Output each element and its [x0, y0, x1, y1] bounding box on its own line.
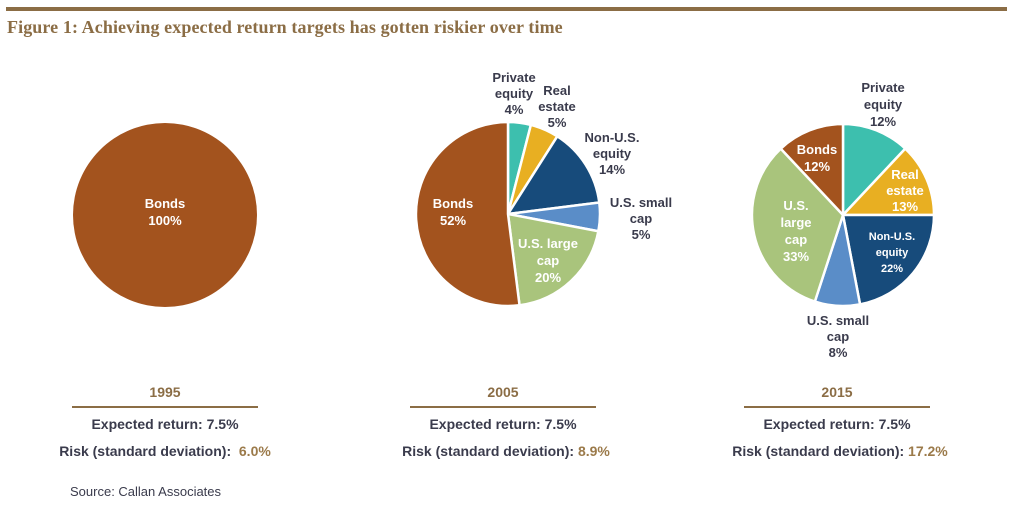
slice-label-bonds: Bonds 100% — [145, 196, 185, 228]
slice-label-bonds: Bonds 12% — [797, 142, 837, 174]
slice-label-line: 52% — [440, 213, 466, 228]
slice-label-line: U.S. — [783, 198, 808, 213]
pie-slice-non-u-s-equity — [841, 213, 936, 306]
slice-label-line: estate — [538, 99, 576, 114]
slice-label-private-equity: Private equity 12% — [861, 80, 904, 129]
slice-label-u-s-small-cap: U.S. small cap 5% — [610, 195, 672, 242]
panel-2015: 2015 — [744, 384, 930, 408]
slice-label-line: equity — [495, 86, 534, 101]
slice-label-line: Bonds — [433, 196, 473, 211]
risk-label: Risk (standard deviation): — [402, 443, 575, 459]
slice-label-line: large — [780, 215, 811, 230]
risk-2005: Risk (standard deviation): 8.9% — [402, 443, 610, 459]
slice-label-line: 20% — [535, 270, 561, 285]
slice-label-line: 8% — [829, 345, 848, 360]
slice-label-line: 100% — [148, 213, 182, 228]
expected-return-label: Expected return: — [429, 416, 541, 432]
slice-label-line: Non-U.S. — [585, 130, 640, 145]
expected-return-2005: Expected return: 7.5% — [429, 416, 576, 432]
slice-label-bonds: Bonds 52% — [433, 196, 473, 228]
pie-slice-bonds — [414, 120, 521, 308]
slice-label-line: U.S. small — [807, 313, 869, 328]
panel-1995: 1995 — [72, 384, 258, 408]
slice-label-line: equity — [876, 247, 909, 259]
risk-label: Risk (standard deviation): — [59, 443, 232, 459]
pie-slice-bonds — [779, 122, 845, 217]
pie-slice-u-s-large-cap — [506, 212, 600, 307]
pie-slice-real-estate — [841, 147, 936, 217]
slice-label-line: 22% — [881, 263, 903, 275]
slice-label-line: equity — [864, 97, 903, 112]
pie-slice-u-s-large-cap — [750, 147, 845, 303]
source-note: Source: Callan Associates — [70, 484, 222, 499]
figure-title: Figure 1: Achieving expected return targ… — [7, 17, 563, 37]
slice-label-line: 5% — [548, 115, 567, 130]
pie-slice-non-u-s-equity — [506, 135, 601, 216]
slice-label-real-estate: Real estate 5% — [538, 83, 576, 130]
pie-slice-private-equity — [841, 122, 907, 217]
risk-value: 6.0% — [238, 443, 271, 459]
slice-label-line: 12% — [804, 159, 830, 174]
slice-label-line: Private — [492, 70, 535, 85]
slice-label-non-u-s-equity: Non-U.S. equity 14% — [585, 130, 640, 177]
slice-label-line: 33% — [783, 249, 809, 264]
top-rule — [6, 7, 1007, 11]
slice-label-u-s-small-cap: U.S. small cap 8% — [807, 313, 869, 360]
slice-label-line: cap — [785, 232, 807, 247]
expected-return-label: Expected return: — [763, 416, 875, 432]
expected-return-1995: Expected return: 7.5% — [91, 416, 238, 432]
slice-label-line: Bonds — [797, 142, 837, 157]
slice-label-line: Private — [861, 80, 904, 95]
expected-return-value: 7.5% — [206, 416, 239, 432]
year-label-1995: 1995 — [72, 384, 258, 408]
pie-2005: Private equity 4%Real estate 5%Non-U.S. equit… — [414, 70, 672, 308]
year-label-2015: 2015 — [744, 384, 930, 408]
slice-label-line: U.S. small — [610, 195, 672, 210]
slice-label-u-s-large-cap: U.S. large cap 20% — [518, 236, 578, 285]
slice-label-line: Bonds — [145, 196, 185, 211]
risk-value: 17.2% — [908, 443, 948, 459]
slice-label-line: 12% — [870, 114, 896, 129]
slice-label-line: cap — [827, 329, 849, 344]
risk-1995: Risk (standard deviation): 6.0% — [59, 443, 271, 459]
risk-2015: Risk (standard deviation): 17.2% — [732, 443, 948, 459]
slice-label-real-estate: Real estate 13% — [886, 167, 924, 214]
slice-label-line: 13% — [892, 199, 918, 214]
year-label-2005: 2005 — [410, 384, 596, 408]
expected-return-value: 7.5% — [544, 416, 577, 432]
pie-slice-bonds — [73, 123, 257, 307]
slice-label-line: Non-U.S. — [869, 231, 915, 243]
pie-1995: Bonds 100% — [73, 123, 257, 307]
slice-label-line: U.S. large — [518, 236, 578, 251]
expected-return-value: 7.5% — [878, 416, 911, 432]
slice-label-line: cap — [537, 253, 559, 268]
slice-label-line: cap — [630, 211, 652, 226]
slice-label-private-equity: Private equity 4% — [492, 70, 535, 117]
risk-value: 8.9% — [577, 443, 610, 459]
slice-label-line: Real — [543, 83, 570, 98]
panel-2005: 2005 — [410, 384, 596, 408]
slice-label-line: 4% — [505, 102, 524, 117]
expected-return-2015: Expected return: 7.5% — [763, 416, 910, 432]
risk-label: Risk (standard deviation): — [732, 443, 905, 459]
slice-label-line: equity — [593, 146, 632, 161]
slice-label-non-u-s-equity: Non-U.S. equity 22% — [869, 231, 915, 275]
expected-return-label: Expected return: — [91, 416, 203, 432]
slice-label-line: estate — [886, 183, 924, 198]
slice-label-u-s-large-cap: U.S. large cap 33% — [780, 198, 811, 264]
slice-label-line: 5% — [632, 227, 651, 242]
slice-label-line: 14% — [599, 162, 625, 177]
slice-label-line: Real — [891, 167, 918, 182]
pie-2015: Private equity 12% Real estate 13% Non-U.S. equ… — [750, 80, 936, 360]
